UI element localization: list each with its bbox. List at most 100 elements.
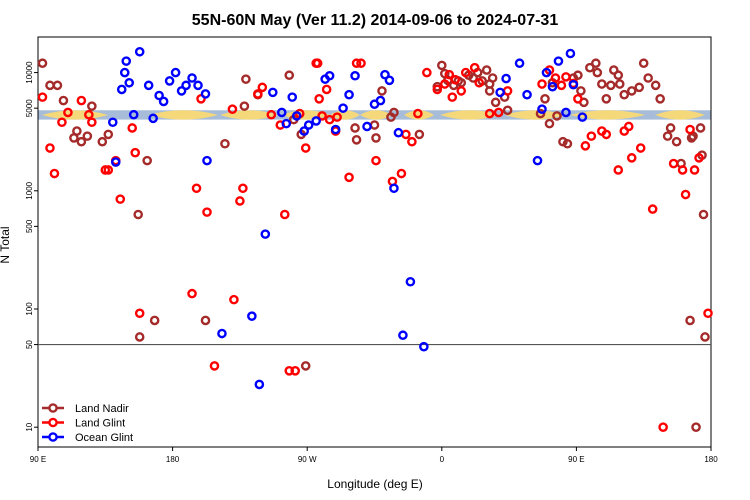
ocean-glint-point bbox=[514, 58, 525, 69]
land-nadir-point bbox=[414, 129, 425, 140]
land-nadir-point bbox=[45, 80, 55, 91]
band-lens bbox=[505, 110, 565, 120]
land-glint-point bbox=[550, 73, 561, 83]
land-nadir-point bbox=[377, 86, 387, 96]
land-nadir-point bbox=[436, 60, 447, 71]
ocean-glint-point bbox=[202, 155, 212, 166]
y-tick-label: 5000 bbox=[25, 99, 34, 117]
ocean-glint-point bbox=[522, 89, 532, 100]
ocean-glint-point bbox=[134, 46, 145, 57]
land-nadir-point bbox=[535, 108, 546, 119]
ocean-glint-point bbox=[193, 80, 203, 91]
chart-title: 55N-60N May (Ver 11.2) 2014-09-06 to 202… bbox=[192, 12, 559, 29]
land-glint-point bbox=[229, 294, 239, 305]
ocean-glint-point bbox=[299, 126, 310, 136]
ocean-glint-point bbox=[303, 120, 314, 130]
land-nadir-point bbox=[585, 62, 595, 73]
land-glint-point bbox=[127, 123, 138, 133]
ocean-glint-point bbox=[561, 107, 571, 118]
plot-frame bbox=[37, 36, 712, 448]
land-nadir-point bbox=[544, 118, 555, 129]
land-glint-point bbox=[401, 129, 411, 140]
ocean-glint-point bbox=[577, 112, 588, 122]
land-glint-point bbox=[439, 79, 450, 89]
land-glint-point bbox=[396, 168, 407, 179]
land-nadir-point bbox=[58, 95, 69, 106]
land-nadir-point bbox=[691, 422, 701, 433]
land-glint-point bbox=[279, 209, 290, 220]
land-glint-point bbox=[290, 366, 301, 376]
land-nadir-point bbox=[490, 97, 501, 108]
land-glint-point bbox=[332, 112, 342, 122]
land-glint-point bbox=[623, 121, 634, 132]
ocean-glint-point bbox=[344, 89, 354, 100]
land-nadir-point bbox=[386, 112, 396, 122]
land-nadir-point bbox=[614, 79, 625, 89]
land-glint-point bbox=[312, 58, 323, 69]
land-nadir-point bbox=[200, 315, 211, 326]
land-nadir-point bbox=[662, 131, 673, 141]
y-axis-label: N Total bbox=[0, 226, 12, 263]
ocean-glint-point bbox=[501, 73, 511, 84]
ocean-glint-point bbox=[176, 86, 187, 96]
land-glint-point bbox=[87, 117, 97, 128]
land-glint-point bbox=[253, 89, 263, 99]
y-tick-label: 50 bbox=[25, 340, 34, 349]
ocean-glint-point bbox=[532, 155, 543, 166]
y-tick-label: 10 bbox=[25, 422, 34, 431]
x-axis-ticks: 90 E 180 90 W 0 90 E 180 bbox=[30, 447, 718, 464]
land-glint-point bbox=[493, 107, 504, 118]
ocean-glint-point bbox=[187, 73, 197, 83]
y-tick-label: 500 bbox=[25, 219, 34, 233]
ocean-glint-point bbox=[568, 79, 579, 90]
land-nadir-point bbox=[605, 80, 616, 91]
land-nadir-point bbox=[698, 209, 709, 220]
land-nadir-point bbox=[597, 79, 607, 89]
land-nadir-point bbox=[634, 82, 645, 93]
land-nadir-point bbox=[626, 86, 637, 96]
ocean-glint-point bbox=[398, 330, 408, 341]
ocean-glint-point bbox=[148, 113, 158, 124]
ocean-glint-point bbox=[119, 67, 130, 78]
land-glint-point bbox=[668, 158, 679, 169]
land-glint-point bbox=[613, 165, 624, 175]
band-lens bbox=[655, 110, 705, 120]
legend-label-land-nadir: Land Nadir bbox=[75, 403, 129, 415]
land-glint-point bbox=[37, 92, 48, 102]
land-glint-point bbox=[680, 189, 691, 200]
legend-label-ocean-glint: Ocean Glint bbox=[75, 432, 133, 444]
land-glint-point bbox=[356, 58, 366, 69]
ocean-glint-point bbox=[380, 69, 390, 80]
land-glint-point bbox=[227, 104, 238, 115]
ocean-glint-point bbox=[405, 276, 416, 287]
land-glint-point bbox=[45, 143, 55, 153]
land-nadir-point bbox=[638, 58, 649, 69]
x-tick-label: 180 bbox=[704, 455, 718, 464]
ocean-glint-point bbox=[537, 104, 547, 115]
land-nadir-point bbox=[481, 65, 492, 75]
land-nadir-point bbox=[134, 332, 145, 342]
y-tick-label: 1000 bbox=[25, 181, 34, 199]
land-glint-point bbox=[235, 196, 245, 206]
land-nadir-point bbox=[695, 123, 706, 133]
x-tick-label: 90 E bbox=[568, 455, 584, 464]
ocean-glint-point bbox=[154, 90, 164, 101]
ocean-glint-point bbox=[121, 56, 132, 66]
ocean-glint-point bbox=[553, 56, 564, 66]
ocean-glint-point bbox=[350, 70, 360, 81]
land-nadir-point bbox=[643, 73, 653, 83]
land-nadir-point bbox=[103, 129, 114, 140]
y-tick-label: 10000 bbox=[25, 61, 34, 84]
ocean-glint-point bbox=[247, 311, 257, 321]
land-nadir-point bbox=[52, 80, 63, 91]
land-nadir-point bbox=[601, 94, 612, 104]
land-glint-point bbox=[484, 108, 495, 119]
ocean-glint-point bbox=[268, 87, 278, 98]
land-glint-point bbox=[685, 124, 695, 135]
land-glint-point bbox=[447, 92, 458, 102]
land-glint-point bbox=[202, 207, 212, 217]
land-glint-point bbox=[502, 86, 513, 96]
land-nadir-point bbox=[142, 155, 152, 166]
land-glint-point bbox=[556, 80, 567, 91]
